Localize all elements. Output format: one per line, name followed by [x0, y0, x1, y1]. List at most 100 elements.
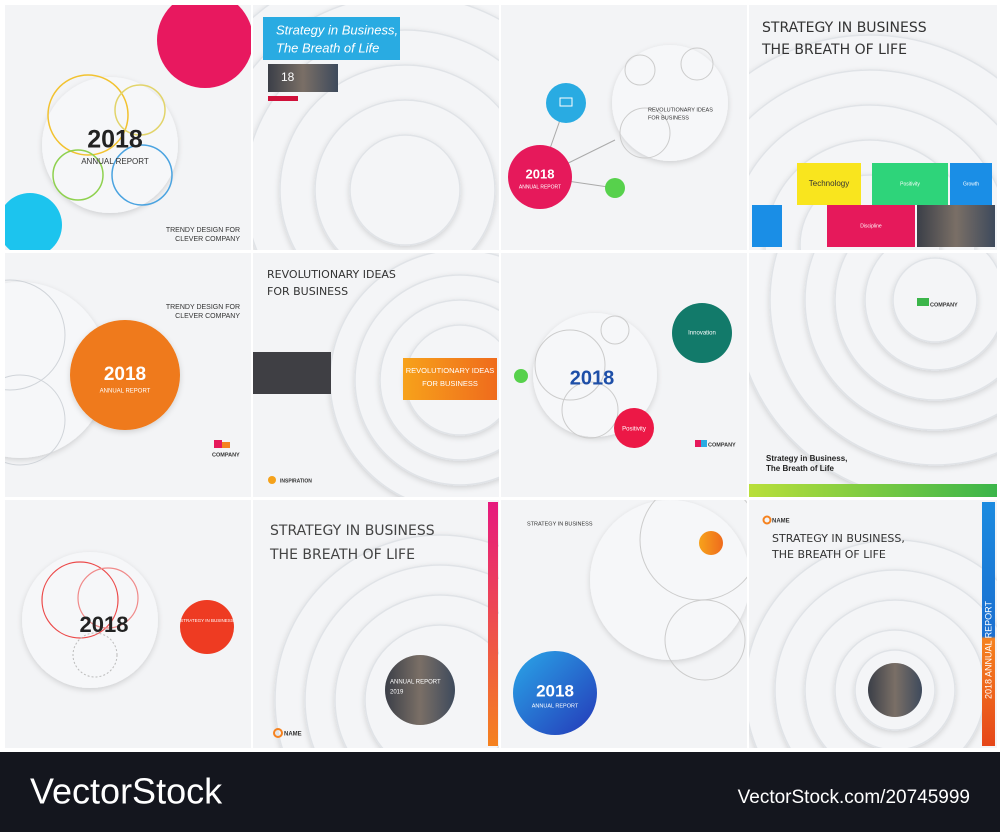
logo [917, 298, 929, 306]
circle [47, 74, 129, 156]
circle [605, 178, 625, 198]
tile [752, 205, 782, 247]
circle [42, 77, 178, 213]
label: Innovation [688, 331, 716, 337]
title: THE BREATH OF LIFE [771, 548, 886, 561]
logo [695, 440, 701, 447]
photo [917, 205, 995, 247]
label: ANNUAL REPORT [390, 680, 441, 686]
photo-circle [868, 663, 922, 717]
panel: COMPANY Strategy in Business, The Breath… [749, 253, 997, 497]
title: The Breath of Life [766, 464, 835, 473]
panel: STRATEGY IN BUSINESS THE BREATH OF LIFE … [253, 500, 499, 748]
circle [5, 374, 66, 466]
circle [72, 632, 118, 678]
label: FOR BUSINESS [648, 115, 689, 121]
title: THE BREATH OF LIFE [269, 547, 415, 563]
circle [157, 5, 251, 88]
panel: Strategy in Business, The Breath of Life… [253, 5, 499, 250]
circle [41, 561, 119, 639]
subtitle: ANNUAL REPORT [532, 703, 579, 709]
photo-circle [672, 303, 732, 363]
circle [77, 567, 139, 629]
circle [52, 149, 104, 201]
circle [114, 84, 166, 136]
tag [268, 96, 298, 101]
circle [561, 381, 619, 439]
year: 2018 [104, 364, 146, 385]
ring [892, 257, 978, 343]
tile [950, 163, 992, 205]
logo-text: NAME [284, 732, 302, 738]
title: STRATEGY IN BUSINESS, [772, 532, 905, 545]
circle [70, 320, 180, 430]
number: 18 [281, 70, 295, 84]
logo-text: COMPANY [930, 302, 958, 308]
subtitle: ANNUAL REPORT [100, 389, 151, 395]
label: Positivity [622, 427, 646, 433]
label: STRATEGY IN BUSINESS [527, 521, 593, 527]
panel: 2018 ANNUAL REPORT STRATEGY IN BUSINESS [501, 500, 747, 748]
tile [827, 205, 915, 247]
circle [513, 651, 597, 735]
year: 2018 [87, 126, 143, 154]
bar [488, 502, 498, 746]
panel: STRATEGY IN BUSINESS THE BREATH OF LIFE … [749, 5, 997, 250]
circle [22, 552, 158, 688]
logo [273, 728, 283, 738]
banner [403, 358, 497, 400]
photo [268, 64, 338, 92]
circle [534, 329, 606, 401]
circle [508, 145, 572, 209]
panel: NAME STRATEGY IN BUSINESS, THE BREATH OF… [749, 500, 997, 748]
footer [0, 752, 1000, 832]
title: STRATEGY IN BUSINESS [270, 523, 435, 539]
circle [680, 47, 714, 81]
tile-label: Discipline [860, 223, 882, 229]
circle [624, 54, 656, 86]
tile [797, 163, 861, 205]
circle [5, 193, 62, 250]
logo-text: COMPANY [212, 452, 240, 458]
panel: 2018 STRATEGY IN BUSINESS [5, 500, 251, 748]
logo [762, 515, 772, 525]
year: 2018 [570, 367, 615, 389]
tile-label: Growth [963, 181, 979, 187]
circle [600, 315, 630, 345]
tile-label: Positivity [900, 181, 920, 187]
circle [514, 369, 528, 383]
bar [982, 502, 995, 746]
band [749, 484, 997, 497]
circle [111, 144, 173, 206]
panel: 2018 ANNUAL REPORT TRENDY DESIGN FOR CLE… [5, 253, 251, 497]
tile-label: Technology [809, 179, 849, 188]
logo [701, 440, 707, 447]
circle [590, 500, 747, 660]
icon [559, 97, 573, 107]
panel: 2018 Innovation Positivity COMPANY [501, 253, 747, 497]
ring [349, 134, 461, 246]
logo [268, 476, 276, 484]
footer-logo: VectorStock [30, 771, 223, 812]
tagline: CLEVER COMPANY [175, 236, 240, 243]
year: 2018 [526, 166, 555, 181]
label: REVOLUTIONARY IDEAS [406, 366, 495, 375]
label: REVOLUTIONARY IDEAS [648, 107, 713, 113]
circle [533, 313, 657, 437]
circle [612, 45, 728, 161]
logo-text: NAME [772, 519, 790, 525]
logo-text: INSPIRATION [280, 478, 312, 484]
circle [546, 83, 586, 123]
footer-id: VectorStock.com/20745999 [738, 787, 970, 808]
title: FOR BUSINESS [267, 285, 348, 298]
title: The Breath of Life [276, 40, 379, 55]
label: 2019 [390, 690, 404, 696]
panel: REVOLUTIONARY IDEAS FOR BUSINESS REVOLUT… [253, 253, 499, 497]
banner [263, 17, 400, 60]
title: STRATEGY IN BUSINESS [762, 20, 927, 36]
logo [214, 440, 222, 448]
vertical-label: 2018 ANNUAL REPORT [983, 600, 993, 699]
logo-text: COMPANY [708, 442, 736, 448]
label: STRATEGY IN BUSINESS [180, 618, 234, 623]
